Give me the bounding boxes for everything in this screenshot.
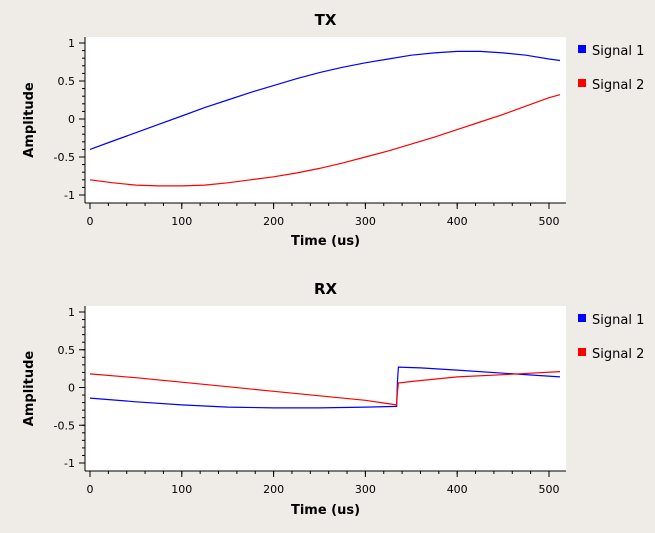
y-axis-label: Amplitude bbox=[22, 82, 37, 158]
legend-label: Signal 1 bbox=[592, 44, 644, 59]
series-line-signal-2 bbox=[89, 371, 561, 406]
x-tick-label: 300 bbox=[355, 483, 376, 496]
x-tick-label: 0 bbox=[87, 215, 94, 228]
chart-rx: RX Time (us) Amplitude 1 0.5 0 -0.5 -1 0 100 200 30… bbox=[22, 280, 644, 518]
x-tick-label: 300 bbox=[355, 215, 376, 228]
legend-label: Signal 2 bbox=[592, 78, 644, 93]
x-tick-label: 200 bbox=[263, 215, 284, 228]
x-tick-label: 400 bbox=[447, 483, 468, 496]
series-line-signal-1 bbox=[89, 366, 561, 409]
y-axis-label: Amplitude bbox=[22, 351, 37, 427]
y-tick-label: 0.5 bbox=[58, 75, 76, 88]
x-tick-label: 100 bbox=[171, 483, 192, 496]
y-tick-label: 0 bbox=[68, 113, 75, 126]
chart-title: RX bbox=[314, 280, 338, 298]
plot-area bbox=[85, 306, 566, 471]
legend-swatch bbox=[578, 79, 586, 87]
legend-label: Signal 2 bbox=[592, 347, 644, 362]
y-tick-label: 0 bbox=[68, 382, 75, 395]
x-tick-label: 0 bbox=[87, 483, 94, 496]
series-line-signal-2 bbox=[89, 94, 561, 187]
y-tick-label: 0.5 bbox=[58, 344, 76, 357]
y-tick-label: 1 bbox=[68, 306, 75, 319]
y-tick-label: 1 bbox=[68, 37, 75, 50]
legend-swatch bbox=[578, 314, 586, 322]
y-tick-label: -0.5 bbox=[54, 151, 75, 164]
legend-label: Signal 1 bbox=[592, 313, 644, 328]
legend-swatch bbox=[578, 45, 586, 53]
plot-area bbox=[85, 37, 566, 203]
series-line-signal-1 bbox=[89, 50, 561, 150]
y-tick-label: -1 bbox=[64, 189, 75, 202]
y-tick-label: -0.5 bbox=[54, 419, 75, 432]
x-axis-label: Time (us) bbox=[291, 503, 360, 518]
x-tick-label: 500 bbox=[538, 483, 559, 496]
chart-title: TX bbox=[315, 11, 337, 29]
legend-swatch bbox=[578, 348, 586, 356]
x-tick-label: 400 bbox=[447, 215, 468, 228]
y-tick-label: -1 bbox=[64, 457, 75, 470]
chart-tx: TX Time (us) Amplitude 1 0.5 0 -0.5 -1 0 100 200 30… bbox=[22, 11, 644, 249]
x-tick-label: 200 bbox=[263, 483, 284, 496]
x-tick-label: 100 bbox=[171, 215, 192, 228]
x-tick-label: 500 bbox=[538, 215, 559, 228]
x-axis-label: Time (us) bbox=[291, 234, 360, 249]
